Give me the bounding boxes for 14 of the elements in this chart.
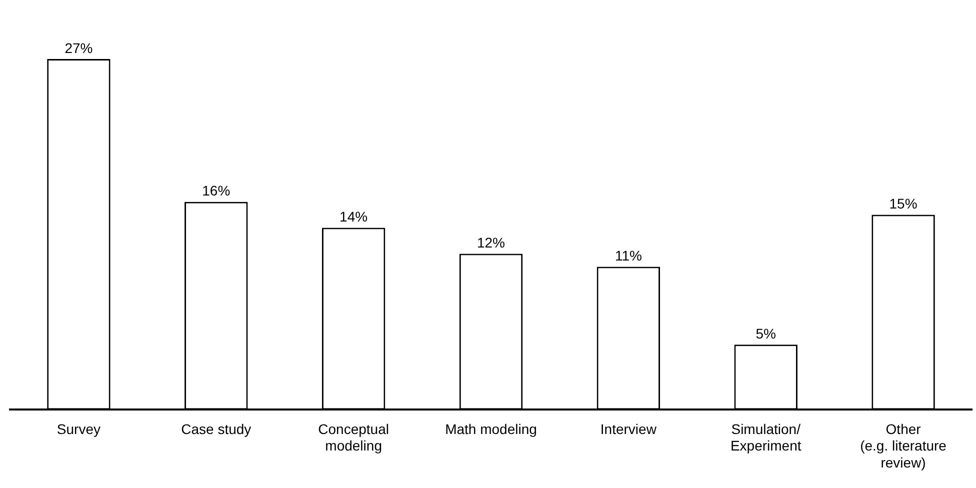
x-tick-label: Case study <box>181 420 252 437</box>
x-tick-label: Conceptual modeling <box>318 420 389 454</box>
data-label: 11% <box>614 248 642 264</box>
x-tick-label: Other (e.g. literature review) <box>860 420 947 470</box>
data-label: 27% <box>64 40 93 56</box>
data-label: 5% <box>756 326 776 342</box>
x-tick-label: Interview <box>600 420 658 437</box>
x-tick-label: Math modeling <box>445 420 537 437</box>
data-label: 12% <box>476 234 506 251</box>
x-tick-label: Survey <box>56 420 101 437</box>
data-label: 14% <box>340 208 368 225</box>
x-tick-label: Simulation/ Experiment <box>730 420 802 454</box>
data-label: 16% <box>202 182 230 199</box>
data-label: 15% <box>889 196 918 212</box>
